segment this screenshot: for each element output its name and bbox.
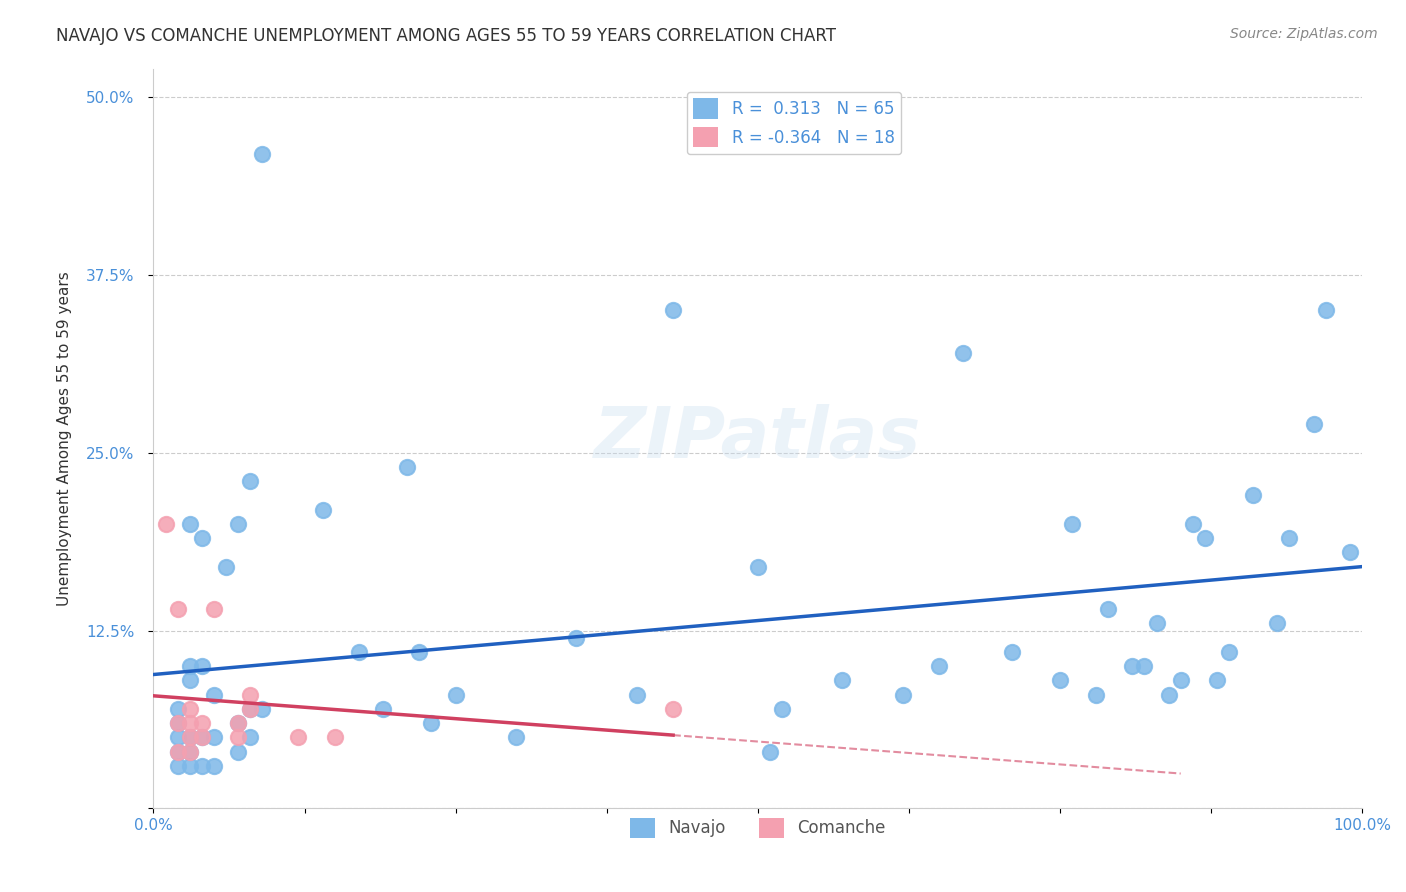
Point (179, 758, 201, 772)
Point (179, 702, 201, 716)
Text: NAVAJO VS COMANCHE UNEMPLOYMENT AMONG AGES 55 TO 59 YEARS CORRELATION CHART: NAVAJO VS COMANCHE UNEMPLOYMENT AMONG AG… (56, 27, 837, 45)
Point (166, 602, 188, 616)
Point (759, 745, 782, 759)
Point (371, 702, 394, 716)
Point (191, 659, 214, 673)
Point (747, 559, 769, 574)
Point (202, 758, 225, 772)
Point (323, 731, 346, 745)
Point (662, 303, 685, 318)
Point (1097, 602, 1119, 616)
Point (1339, 545, 1361, 559)
Point (179, 516, 201, 531)
Text: ZIPatlas: ZIPatlas (593, 404, 921, 473)
Point (1000, 645, 1022, 659)
Point (191, 716, 214, 731)
Point (226, 745, 249, 759)
Point (1302, 417, 1324, 432)
Point (166, 731, 188, 745)
Point (166, 702, 188, 716)
Point (166, 716, 188, 731)
Point (202, 602, 225, 616)
Point (770, 702, 793, 716)
Point (1049, 673, 1071, 688)
Point (1157, 688, 1180, 702)
Point (1206, 673, 1229, 688)
Point (155, 516, 177, 531)
Point (166, 745, 188, 759)
Point (191, 531, 214, 545)
Point (239, 474, 262, 488)
Point (191, 731, 214, 745)
Point (1146, 616, 1168, 631)
Point (226, 731, 249, 745)
Point (166, 716, 188, 731)
Point (250, 702, 273, 716)
Point (626, 688, 648, 702)
Point (179, 731, 201, 745)
Point (191, 731, 214, 745)
Point (226, 716, 249, 731)
Point (202, 731, 225, 745)
Point (1060, 516, 1083, 531)
Point (287, 731, 309, 745)
Point (1121, 659, 1143, 673)
Point (565, 631, 588, 645)
Point (408, 645, 430, 659)
Point (191, 758, 214, 772)
Point (226, 516, 249, 531)
Point (226, 716, 249, 731)
Point (179, 745, 201, 759)
Point (179, 731, 201, 745)
Point (891, 688, 914, 702)
Point (1218, 645, 1240, 659)
Point (444, 688, 467, 702)
Point (166, 745, 188, 759)
Point (202, 688, 225, 702)
Point (347, 645, 370, 659)
Point (239, 702, 262, 716)
Point (952, 346, 974, 360)
Point (1181, 516, 1204, 531)
Point (179, 659, 201, 673)
Y-axis label: Unemployment Among Ages 55 to 59 years: Unemployment Among Ages 55 to 59 years (58, 271, 72, 606)
Point (179, 716, 201, 731)
Point (179, 745, 201, 759)
Point (1267, 616, 1289, 631)
Point (420, 716, 443, 731)
Point (239, 702, 262, 716)
Point (1278, 531, 1301, 545)
Point (505, 731, 527, 745)
Point (166, 758, 188, 772)
Point (239, 688, 262, 702)
Point (1194, 531, 1216, 545)
Legend: Navajo, Comanche: Navajo, Comanche (623, 811, 893, 845)
Point (831, 673, 853, 688)
Point (239, 731, 262, 745)
Point (179, 673, 201, 688)
Point (928, 659, 950, 673)
Point (396, 459, 419, 474)
Point (662, 702, 685, 716)
Point (311, 502, 333, 516)
Point (1133, 659, 1156, 673)
Point (1170, 673, 1192, 688)
Point (215, 559, 238, 574)
Point (1315, 303, 1337, 318)
Point (1241, 488, 1264, 502)
Point (1085, 688, 1108, 702)
Text: Source: ZipAtlas.com: Source: ZipAtlas.com (1230, 27, 1378, 41)
Point (250, 147, 273, 161)
